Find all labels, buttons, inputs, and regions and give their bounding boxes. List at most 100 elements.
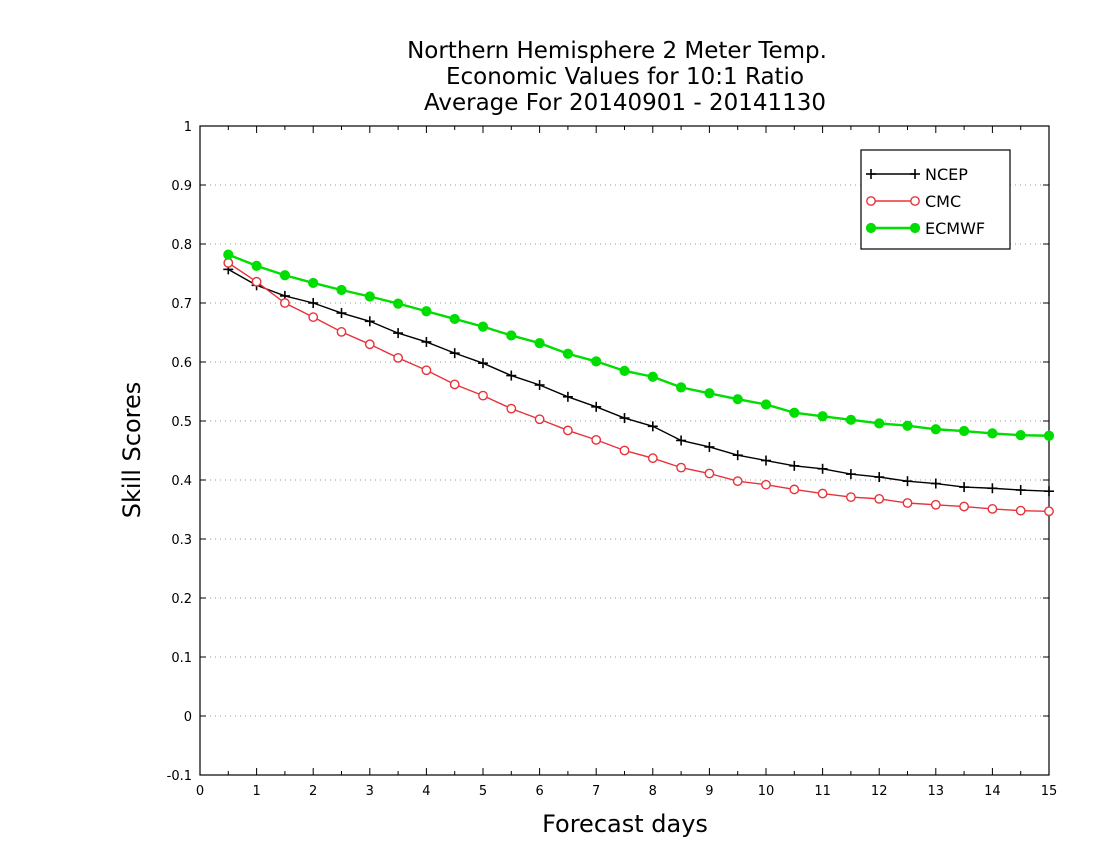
series-ncep-point <box>562 391 573 402</box>
x-tick-label: 15 <box>1041 784 1058 799</box>
x-tick-label: 1 <box>252 784 260 799</box>
series-cmc-point <box>789 484 800 495</box>
series-cmc-point <box>478 390 488 401</box>
series-cmc-point <box>676 462 686 473</box>
series-ecmwf-point <box>223 249 234 260</box>
series-ecmwf-point <box>647 371 658 382</box>
y-tick-label: -0.1 <box>167 769 192 784</box>
series-cmc-point <box>393 352 403 363</box>
series-cmc-point <box>704 468 715 479</box>
series-ncep-point <box>308 298 319 308</box>
series-cmc-point <box>619 445 630 456</box>
series-cmc-point <box>279 298 290 308</box>
series-ncep-point <box>647 421 658 432</box>
series-ecmwf-point <box>845 414 857 425</box>
legend-marker-cmc <box>866 196 876 206</box>
series-cmc-point <box>959 501 969 512</box>
series-ncep <box>223 264 1054 497</box>
series-ncep-point <box>478 358 488 369</box>
series-ecmwf-point <box>874 418 885 429</box>
y-tick-label: 1 <box>184 120 192 135</box>
series-ncep-point <box>874 472 885 483</box>
chart-title-line-1: Northern Hemisphere 2 Meter Temp. <box>407 38 827 64</box>
y-tick-label: 0.7 <box>171 297 192 312</box>
chart-title-line-3: Average For 20140901 - 20141130 <box>424 90 826 116</box>
series-cmc-point <box>761 479 771 490</box>
series-ncep-point <box>761 455 771 466</box>
series-ecmwf-point <box>393 298 404 309</box>
series-cmc-point <box>534 414 545 425</box>
series-cmc-point <box>308 312 319 323</box>
series-ecmwf-point <box>477 321 489 332</box>
series-cmc-point <box>591 434 602 445</box>
legend-box <box>860 149 1011 250</box>
series-ecmwf-point <box>959 425 970 437</box>
x-tick-label: 13 <box>928 784 945 799</box>
series-cmc <box>223 257 1054 517</box>
series-ecmwf-point <box>704 388 715 399</box>
series-ecmwf-point <box>591 356 602 367</box>
y-tick-label: 0.3 <box>171 533 192 548</box>
x-tick-label: 14 <box>984 784 1001 799</box>
series-ncep-point <box>902 476 913 487</box>
series-ncep-point <box>591 401 602 412</box>
legend: NCEP CMC ECMWF <box>860 149 1011 250</box>
series-ecmwf-point <box>760 399 772 410</box>
series-ecmwf-point <box>562 348 574 359</box>
series-ecmwf-point <box>930 424 941 435</box>
series-ecmwf-line <box>227 253 1050 437</box>
legend-entry-ncep: NCEP <box>866 165 968 184</box>
series-ncep-point <box>704 441 715 452</box>
x-axis-label: Forecast days <box>542 810 708 838</box>
series-ecmwf-point <box>506 330 517 341</box>
x-tick-label: 9 <box>705 784 713 799</box>
series-ncep-point <box>1015 485 1026 496</box>
series-ecmwf-point <box>336 284 347 296</box>
series-cmc-point <box>846 492 856 503</box>
y-tick-label: 0.8 <box>171 238 192 253</box>
legend-marker-ncep <box>910 169 920 179</box>
series-ecmwf-point <box>449 313 460 325</box>
series-cmc-point <box>930 499 941 510</box>
legend-marker-cmc <box>910 196 920 206</box>
y-tick-label: 0.4 <box>171 474 192 489</box>
series-cmc-point <box>251 276 262 287</box>
series-cmc-point <box>987 504 998 514</box>
series-ecmwf-point <box>1043 430 1055 441</box>
legend-marker-ncep <box>866 169 876 179</box>
series-ecmwf <box>223 249 1055 441</box>
series-cmc-point <box>1015 505 1026 516</box>
series-ncep-point <box>393 328 404 339</box>
y-axis-label: Skill Scores <box>118 382 146 519</box>
x-tick-label: 11 <box>814 784 831 799</box>
series-ecmwf-point <box>902 420 913 431</box>
y-tick-label: 0 <box>184 710 192 725</box>
y-tick-label: 0.9 <box>171 179 192 194</box>
series-ncep-point <box>534 380 545 391</box>
series-cmc-point <box>732 476 743 487</box>
series-ncep-point <box>336 308 347 319</box>
series-cmc-point <box>336 327 347 337</box>
series-ncep-point <box>676 435 687 446</box>
series-ncep-point <box>959 482 970 493</box>
series-ncep-point <box>619 413 630 424</box>
x-tick-label: 6 <box>535 784 543 799</box>
series-ecmwf-point <box>789 407 800 418</box>
series-cmc-point <box>902 498 913 508</box>
x-tick-label: 7 <box>592 784 600 799</box>
series-ecmwf-point <box>1015 430 1026 441</box>
x-tick-label: 4 <box>422 784 430 799</box>
series-cmc-point <box>874 493 885 504</box>
series-ncep-point <box>789 460 800 471</box>
series-cmc-point <box>563 425 573 436</box>
series-cmc-point <box>1044 506 1054 517</box>
legend-marker-ecmwf <box>909 222 921 234</box>
series-ncep-point <box>364 316 375 327</box>
series-ecmwf-point <box>732 394 743 405</box>
series-cmc-point <box>817 488 828 499</box>
series-layer <box>223 249 1055 517</box>
legend-label-ncep: NCEP <box>925 165 968 184</box>
y-tick-label: 0.2 <box>171 592 192 607</box>
axis-ticks: 10.90.80.70.60.50.40.30.20.10-0.10 1 2 3 4 5 6… <box>167 120 1058 799</box>
series-ecmwf-point <box>364 291 375 302</box>
